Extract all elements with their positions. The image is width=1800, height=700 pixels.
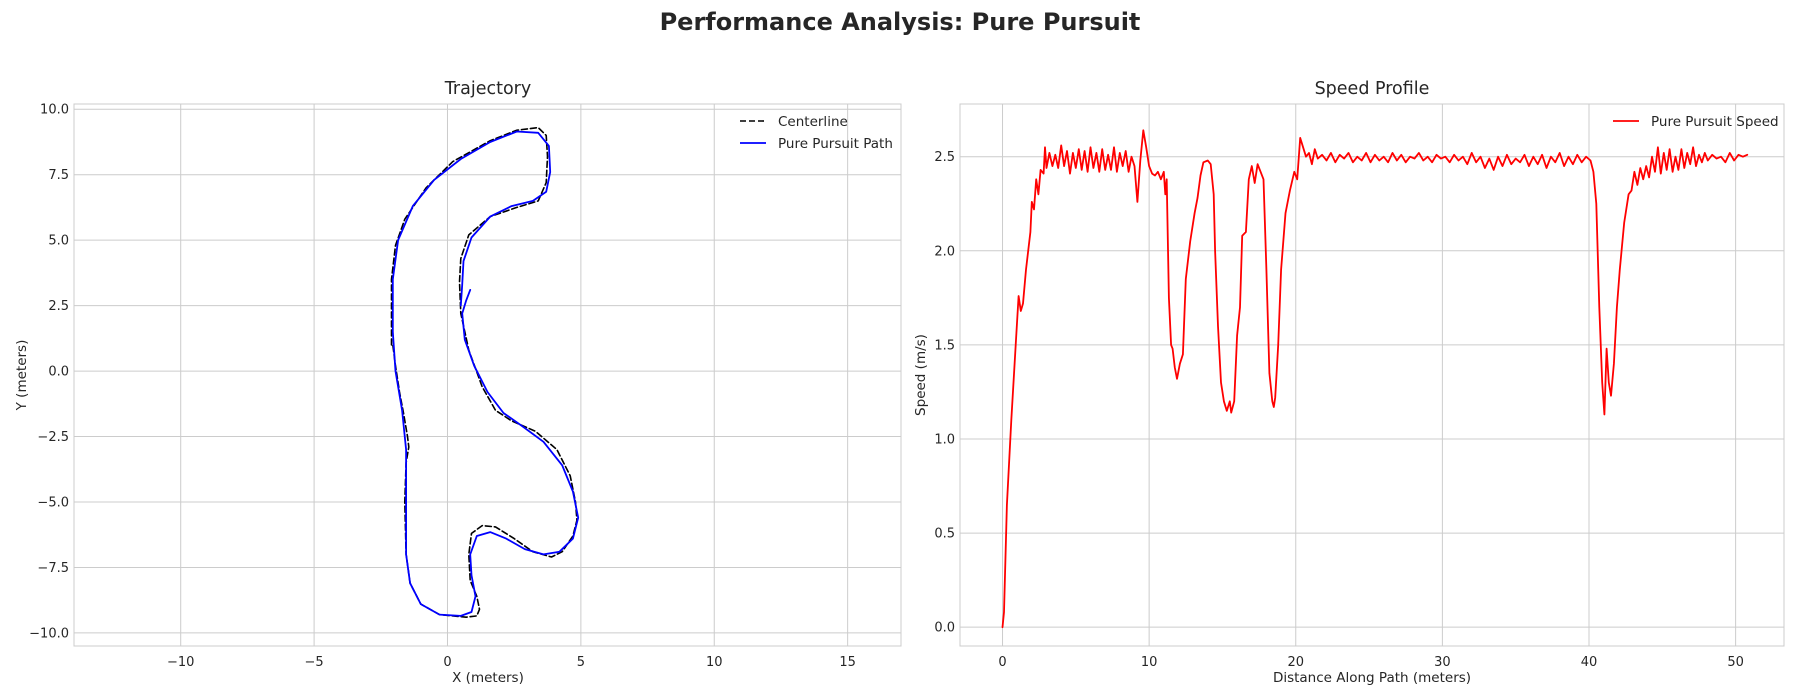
speed-ylabel: Speed (m/s) <box>913 334 929 416</box>
speed-ytick-label: 0.0 <box>934 621 955 636</box>
speed-series <box>1001 129 1749 629</box>
trajectory-ytick-label: 5.0 <box>48 234 69 249</box>
speed-xtick-label: 10 <box>1141 655 1158 670</box>
trajectory-ytick-label: −5.0 <box>37 495 69 510</box>
trajectory-ytick-label: −2.5 <box>37 430 69 445</box>
trajectory-xtick-label: 5 <box>577 655 585 670</box>
legend-label-centerline: Centerline <box>778 114 848 130</box>
trajectory-ytick-label: −10.0 <box>29 626 69 641</box>
trajectory-ylabel: Y (meters) <box>14 340 30 412</box>
centerline-line <box>390 126 578 619</box>
trajectory-xtick-label: −5 <box>305 655 324 670</box>
trajectory-ytick-label: 0.0 <box>48 365 69 380</box>
trajectory-xlabel: X (meters) <box>452 670 524 686</box>
speed-xtick-label: 50 <box>1727 655 1744 670</box>
trajectory-xtick-label: −10 <box>167 655 194 670</box>
trajectory-ytick-label: 2.5 <box>48 299 69 314</box>
trajectory-xtick-label: 0 <box>443 655 451 670</box>
speed-xtick-label: 0 <box>998 655 1006 670</box>
speed-plot-frame <box>959 103 1785 647</box>
trajectory-ticks: −10 −5 0 5 10 15 −10.0 −7.5 −5.0 −2.5 0.0 2.5 5.0 7.5… <box>29 103 856 670</box>
trajectory-ytick-label: 10.0 <box>40 103 69 118</box>
speed-xlabel: Distance Along Path (meters) <box>1273 670 1471 686</box>
speed-profile-title: Speed Profile <box>1315 79 1430 99</box>
speed-ytick-label: 2.0 <box>934 244 955 259</box>
trajectory-legend: Centerline Pure Pursuit Path <box>740 114 893 152</box>
speed-ytick-label: 2.5 <box>934 150 955 165</box>
figure-title: Performance Analysis: Pure Pursuit <box>659 8 1141 36</box>
trajectory-xtick-label: 15 <box>839 655 856 670</box>
trajectory-ytick-label: −7.5 <box>37 561 69 576</box>
speed-ytick-label: 1.5 <box>934 338 955 353</box>
speed-xtick-label: 30 <box>1434 655 1451 670</box>
speed-ticks: 0 10 20 30 40 50 0.0 0.5 1.0 1.5 2.0 2.5 <box>934 150 1744 670</box>
speed-xtick-label: 20 <box>1287 655 1304 670</box>
pure-pursuit-speed-line <box>1001 129 1749 629</box>
trajectory-grid <box>74 104 901 646</box>
trajectory-title: Trajectory <box>444 79 531 99</box>
trajectory-subplot: Trajectory −10 −5 0 5 10 15 −10.0 −7.5 −5.0 −2.5 0… <box>14 79 902 686</box>
speed-xtick-label: 40 <box>1581 655 1598 670</box>
trajectory-ytick-label: 7.5 <box>48 168 69 183</box>
trajectory-plot-frame <box>73 103 902 647</box>
pure-pursuit-path-line <box>391 130 580 617</box>
speed-ytick-label: 1.0 <box>934 432 955 447</box>
trajectory-series <box>390 126 580 619</box>
speed-grid <box>960 104 1784 646</box>
speed-ytick-label: 0.5 <box>934 527 955 542</box>
trajectory-xtick-label: 10 <box>706 655 723 670</box>
speed-profile-subplot: Speed Profile 0 10 20 30 40 50 0.0 0.5 1.0 1.5 2.0… <box>913 79 1785 686</box>
legend-label-pure-pursuit-speed: Pure Pursuit Speed <box>1651 114 1779 130</box>
speed-legend: Pure Pursuit Speed <box>1613 114 1779 130</box>
legend-label-pure-pursuit-path: Pure Pursuit Path <box>778 136 893 152</box>
